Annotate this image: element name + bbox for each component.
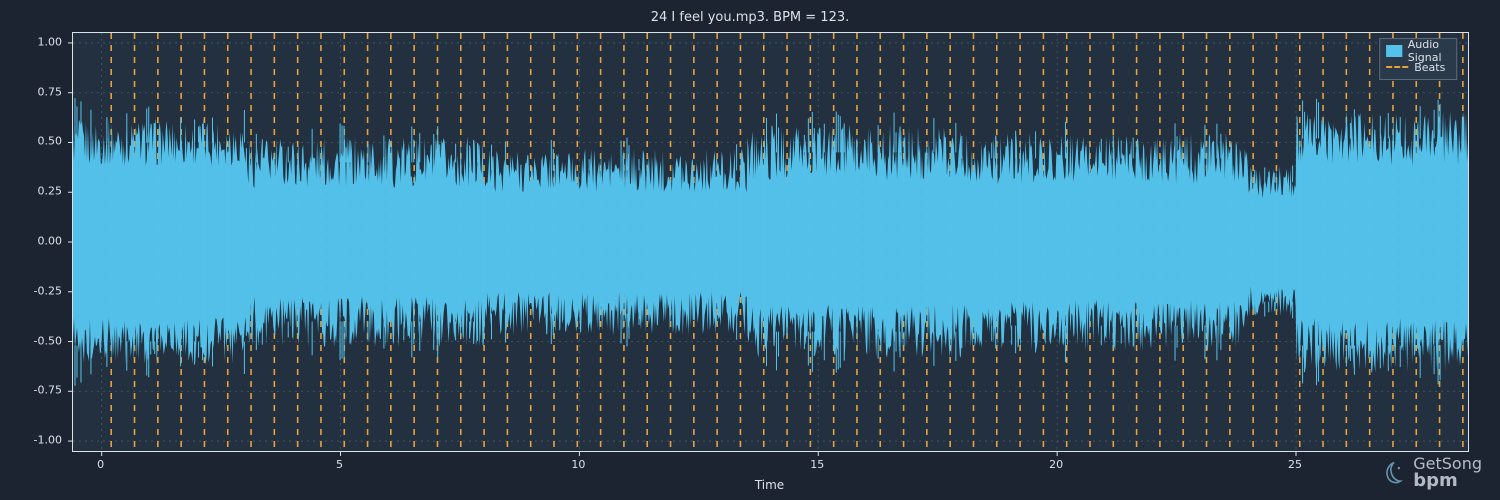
x-axis-label: Time <box>755 478 784 492</box>
legend-item: Audio Signal <box>1386 43 1450 59</box>
watermark-bottom: bpm <box>1413 472 1482 490</box>
legend-swatch <box>1386 45 1402 57</box>
legend: Audio Signal Beats <box>1379 38 1457 80</box>
logo-icon <box>1381 460 1407 486</box>
ytick-label: -0.75 <box>34 384 62 397</box>
legend-line <box>1386 66 1408 68</box>
ytick-label: -0.25 <box>34 284 62 297</box>
legend-label: Beats <box>1414 61 1445 74</box>
xtick-label: 5 <box>336 458 343 471</box>
waveform <box>73 98 1468 386</box>
ytick-label: 0.50 <box>38 135 63 148</box>
chart-title: 24 I feel you.mp3. BPM = 123. <box>0 10 1500 25</box>
xtick-label: 10 <box>571 458 585 471</box>
watermark-text: GetSong bpm <box>1413 456 1482 490</box>
xtick-label: 20 <box>1049 458 1063 471</box>
ytick-label: 0.00 <box>38 235 63 248</box>
ytick-label: 0.25 <box>38 185 63 198</box>
plot-svg <box>73 33 1468 451</box>
watermark: GetSong bpm <box>1381 456 1482 490</box>
ytick-label: 1.00 <box>38 35 63 48</box>
xtick-label: 15 <box>810 458 824 471</box>
ytick-label: -1.00 <box>34 434 62 447</box>
figure: 24 I feel you.mp3. BPM = 123. 0 5 10 15 20 25… <box>0 0 1500 500</box>
legend-item: Beats <box>1386 59 1450 75</box>
axes-area <box>72 32 1469 452</box>
xtick-label: 25 <box>1288 458 1302 471</box>
xtick-label: 0 <box>97 458 104 471</box>
ytick-label: -0.50 <box>34 334 62 347</box>
ytick-label: 0.75 <box>38 85 63 98</box>
